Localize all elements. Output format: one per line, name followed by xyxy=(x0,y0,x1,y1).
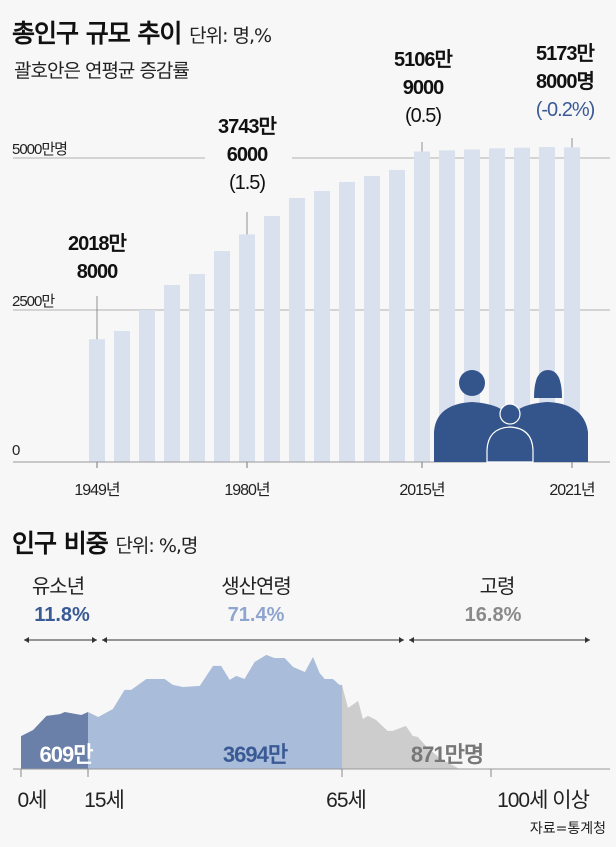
chart-title: 총인구 규모 추이 단위: 명,% xyxy=(12,19,272,48)
working-total: 3694만 xyxy=(222,742,288,767)
annotation-1949: 2018만 8000 xyxy=(68,233,127,283)
arrow-head-right xyxy=(399,637,404,643)
group-working-pct: 71.4% xyxy=(227,604,285,626)
arrow-head-right xyxy=(585,637,590,643)
arrow-head-left xyxy=(409,637,414,643)
age-100-plus: 100세 이상 xyxy=(497,789,590,812)
bar-1966 xyxy=(164,285,180,462)
xtick-1980: 1980년 xyxy=(224,482,270,499)
bar-2000 xyxy=(339,182,355,463)
bar-1949 xyxy=(89,339,105,462)
annotation-2015: 5106만 9000 (0.5) xyxy=(394,49,453,127)
bar-1985 xyxy=(264,216,280,462)
unit-label: 단위: 명,% xyxy=(189,25,272,47)
group-youth-pct: 11.8% xyxy=(34,604,90,626)
group-working-label: 생산연령 xyxy=(221,574,292,598)
bar-2010 xyxy=(389,169,405,462)
ytick-2500: 2500만 xyxy=(12,293,55,310)
source-note: 자료=통계청 xyxy=(529,821,606,837)
arrow-head-left xyxy=(24,637,29,643)
bar-1960 xyxy=(139,310,155,462)
bar-1990 xyxy=(289,198,305,462)
arrow-head-left xyxy=(102,637,107,643)
ytick-0: 0 xyxy=(12,442,20,459)
bar-2005 xyxy=(364,175,380,462)
group-elderly-label: 고령 xyxy=(479,574,516,598)
area-elderly xyxy=(342,684,491,769)
area-youth xyxy=(21,712,88,769)
bar-2018 xyxy=(489,148,505,462)
xtick-2015: 2015년 xyxy=(399,482,445,499)
bar-1995 xyxy=(314,191,330,462)
bar-2021 xyxy=(564,147,580,462)
age-65: 65세 xyxy=(326,789,367,812)
bar-1970 xyxy=(189,274,205,462)
bar-2015 xyxy=(414,151,430,463)
group-elderly-pct: 16.8% xyxy=(464,604,522,626)
bar-1955 xyxy=(114,330,130,462)
ytick-5000: 5000만명 xyxy=(12,141,68,158)
group-youth-label: 유소년 xyxy=(31,574,85,598)
bar-1975 xyxy=(214,251,230,462)
annotation-2021: 5173만 8000명 (-0.2%) xyxy=(535,43,596,121)
xtick-2021: 2021년 xyxy=(549,482,595,499)
elderly-total: 871만명 xyxy=(410,742,484,767)
age-15: 15세 xyxy=(84,789,125,812)
xtick-1949: 1949년 xyxy=(74,482,120,499)
annotation-1980: 3743만 6000 (1.5) xyxy=(218,116,277,194)
age-0: 0세 xyxy=(17,789,48,812)
subtitle: 괄호안은 연평균 증감률 xyxy=(14,60,190,82)
family-icon xyxy=(434,370,588,463)
bar-1980 xyxy=(239,234,255,462)
arrow-head-right xyxy=(92,637,97,643)
section-title: 인구 비중 단위: %,명 xyxy=(12,529,198,558)
area-working xyxy=(88,654,342,769)
youth-total: 609만 xyxy=(39,742,94,767)
section-unit: 단위: %,명 xyxy=(115,535,198,557)
bar-2019 xyxy=(514,147,530,462)
bar-2016 xyxy=(439,150,455,462)
